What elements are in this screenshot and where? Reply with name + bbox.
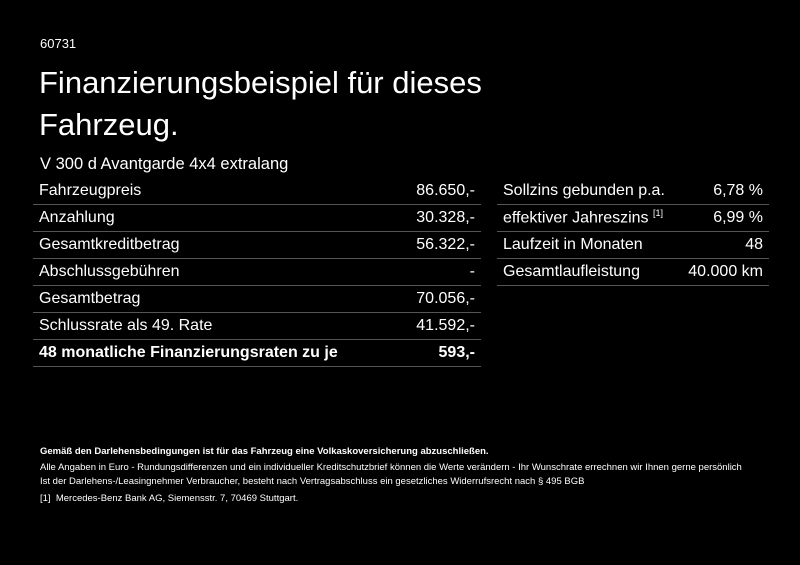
table-row: Gesamtkreditbetrag 56.322,- — [33, 231, 481, 259]
row-label: Gesamtkreditbetrag — [33, 231, 398, 259]
footnote-ref: [1] — [653, 208, 664, 219]
footnote: [1] Mercedes-Benz Bank AG, Siemensstr. 7… — [40, 493, 298, 504]
disclaimer: Ist der Darlehens-/Leasingnehmer Verbrau… — [40, 476, 585, 487]
table-row: Abschlussgebühren - — [33, 258, 481, 286]
row-value: 593,- — [397, 339, 481, 367]
row-label: Abschlussgebühren — [33, 258, 398, 286]
table-row: Anzahlung 30.328,- — [33, 204, 481, 232]
table-row: Sollzins gebunden p.a. 6,78 % — [497, 178, 769, 205]
table-row: Fahrzeugpreis 86.650,- — [33, 178, 481, 205]
row-value: 56.322,- — [397, 231, 481, 259]
row-label: Schlussrate als 49. Rate — [33, 312, 398, 340]
row-value: - — [397, 258, 481, 286]
row-value: 48 — [678, 231, 769, 259]
footnote-text: Mercedes-Benz Bank AG, Siemensstr. 7, 70… — [55, 493, 299, 504]
vehicle-code: 60731 — [40, 36, 77, 51]
row-value: 41.592,- — [397, 312, 481, 340]
disclaimer: Alle Angaben in Euro - Rundungsdifferenz… — [40, 462, 742, 473]
table-row: Gesamtlaufleistung 40.000 km — [497, 258, 769, 286]
left-table: Fahrzeugpreis 86.650,- Anzahlung 30.328,- Ge… — [33, 178, 481, 367]
row-label: Sollzins gebunden p.a. — [497, 178, 679, 205]
row-label: Laufzeit in Monaten — [497, 231, 679, 259]
row-value: 6,99 % — [678, 204, 769, 232]
row-value: 70.056,- — [397, 285, 481, 313]
row-label: Anzahlung — [33, 204, 398, 232]
model: V 300 d Avantgarde 4x4 extralang — [40, 155, 289, 173]
row-value: 86.650,- — [397, 178, 481, 205]
row-label: Gesamtbetrag — [33, 285, 398, 313]
table-row: Schlussrate als 49. Rate 41.592,- — [33, 312, 481, 340]
row-label: Gesamtlaufleistung — [497, 258, 679, 286]
notice: Gemäß den Darlehensbedingungen ist für d… — [40, 446, 489, 457]
table-row: Laufzeit in Monaten 48 — [497, 231, 769, 259]
title: Finanzierungsbeispiel für dieses Fahrzeu… — [39, 65, 482, 142]
table-row: 48 monatliche Finanzierungsraten zu je 59… — [33, 339, 481, 367]
table-row: effektiver Jahreszins [1] 6,99 % — [497, 204, 769, 232]
table-row: Gesamtbetrag 70.056,- — [33, 285, 481, 313]
row-value: 30.328,- — [397, 204, 481, 232]
row-label: 48 monatliche Finanzierungsraten zu je — [33, 339, 398, 367]
row-value: 6,78 % — [678, 178, 769, 205]
row-label: effektiver Jahreszins [1] — [497, 204, 679, 232]
row-value: 40.000 km — [678, 258, 769, 286]
footnote-marker: [1] — [40, 493, 51, 504]
row-label: Fahrzeugpreis — [33, 178, 398, 205]
right-table: Sollzins gebunden p.a. 6,78 % effektiver J… — [497, 178, 769, 286]
